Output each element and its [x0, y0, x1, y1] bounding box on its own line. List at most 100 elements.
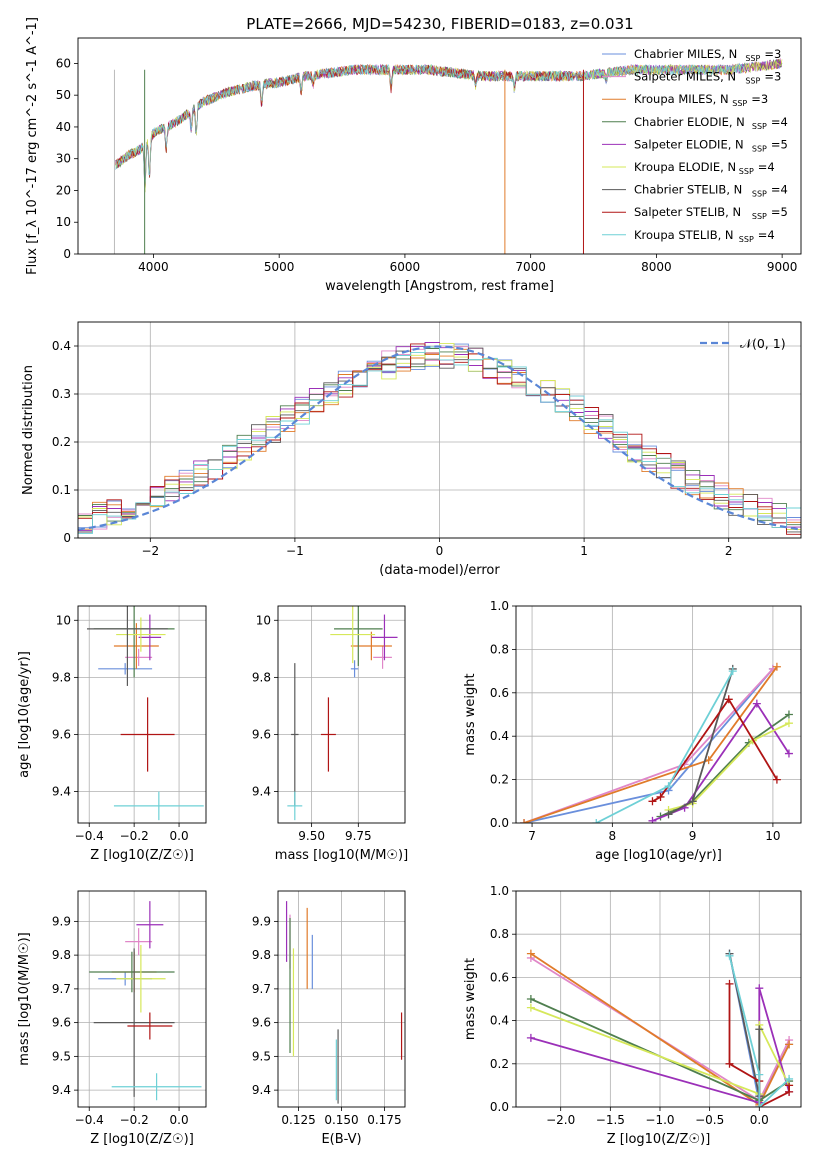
x-tick-label: 9000 — [767, 260, 798, 274]
x-tick-label: −1.5 — [596, 1113, 625, 1127]
weight-line-kroupa-stelib — [595, 670, 734, 823]
y-tick-label: 0 — [63, 247, 71, 261]
x-axis-label: Z [log10(Z/Z☉)] — [607, 1132, 711, 1147]
weight-line-chabrier-miles — [523, 668, 774, 823]
weight-line-salpeter-elodie — [652, 701, 790, 822]
error-bars — [285, 901, 403, 1104]
legend-label: Kroupa MILES, N — [634, 92, 729, 106]
y-tick-label: 50 — [56, 88, 71, 102]
legend-label: Salpeter STELIB, N — [634, 205, 741, 219]
weight-line-salpeter-stelib — [652, 697, 778, 803]
y-tick-label: 9.5 — [252, 1049, 271, 1063]
y-tick-label: 0.8 — [490, 927, 509, 941]
x-axis-label: wavelength [Angstrom, rest frame] — [325, 279, 554, 294]
x-tick-label: 8000 — [641, 260, 672, 274]
y-tick-label: 9.4 — [52, 785, 71, 799]
weight-line-kroupa-miles — [523, 666, 778, 823]
y-tick-label: 10 — [56, 613, 71, 627]
y-tick-label: 0.4 — [52, 339, 71, 353]
weight-marker — [784, 719, 793, 728]
error-bars — [89, 901, 202, 1101]
legend-sub: SSP — [752, 144, 767, 153]
y-tick-label: 9.6 — [252, 1016, 271, 1030]
x-axis-label: (data-model)/error — [379, 563, 500, 578]
y-tick-label: 0 — [63, 531, 71, 545]
weight-marker — [648, 797, 657, 806]
legend-label: Chabrier ELODIE, N — [634, 115, 745, 129]
weight-line-kroupa-stelib — [728, 955, 790, 1107]
legend-value: =3 — [764, 47, 781, 61]
y-tick-label: 0.4 — [490, 729, 509, 743]
y-tick-label: 0.0 — [490, 816, 509, 830]
weight-marker — [755, 1025, 764, 1034]
weight-marker — [520, 819, 529, 823]
weight-marker — [784, 710, 793, 719]
weight-marker — [592, 819, 601, 823]
x-tick-label: 0.150 — [324, 1113, 358, 1127]
y-tick-label: 0.8 — [490, 642, 509, 656]
x-tick-label: 10 — [765, 829, 780, 843]
weight-marker — [664, 810, 673, 819]
weight-lines — [526, 949, 794, 1107]
legend-value: =4 — [758, 228, 775, 242]
x-tick-label: −2.0 — [546, 1113, 575, 1127]
spectrum-line-kroupa-elodie — [115, 59, 783, 193]
y-tick-label: 9.6 — [252, 727, 271, 741]
weight-marker — [724, 695, 733, 704]
x-axis-label: age [log10(age/yr)] — [595, 848, 722, 863]
legend-label: Salpeter MILES, N — [634, 70, 736, 84]
figure-title: PLATE=2666, MJD=54230, FIBERID=0183, z=0… — [246, 15, 633, 33]
x-tick-label: 1 — [580, 544, 588, 558]
weight-marker — [725, 1059, 734, 1068]
x-tick-label: 7 — [528, 829, 536, 843]
x-tick-label: −0.4 — [75, 829, 104, 843]
weight-marker — [725, 951, 734, 960]
y-tick-label: 9.9 — [52, 914, 71, 928]
x-tick-label: 9.75 — [345, 829, 372, 843]
axes-frame — [77, 37, 802, 255]
legend-label: Chabrier MILES, N — [634, 47, 737, 61]
legend-value: =5 — [771, 205, 788, 219]
weight-marker — [755, 1070, 764, 1079]
spectrum-legend: Chabrier MILES, N SSP =3 Salpeter MILES, N S… — [602, 47, 788, 244]
axes-frame — [77, 321, 802, 539]
y-tick-label: 0.6 — [490, 970, 509, 984]
weight-marker — [526, 995, 535, 1003]
weight-marker — [785, 1074, 794, 1083]
spectrum-line-kroupa-stelib — [115, 63, 745, 184]
y-tick-label: 30 — [56, 152, 71, 166]
legend-value: =4 — [771, 183, 788, 197]
y-tick-label: 9.9 — [252, 914, 271, 928]
x-tick-label: 9 — [689, 829, 697, 843]
mass-weight-vs-Z-panel: −2.0 −1.5 −1.0 −0.5 0.0 0.0 0.2 0.4 0.6 0.8 1.0 Z [… — [463, 884, 802, 1147]
spectrum-panel: 4000 5000 6000 7000 8000 9000 0 10 20 30 40 50 60 wav… — [25, 17, 802, 294]
axes-frame — [515, 890, 802, 1108]
x-tick-label: 9.50 — [298, 829, 325, 843]
x-tick-label: −0.5 — [695, 1113, 724, 1127]
legend-value: =4 — [758, 160, 775, 174]
legend-label: Chabrier STELIB, N — [634, 183, 742, 197]
y-tick-label: 9.4 — [252, 1083, 271, 1097]
error-bars — [287, 606, 398, 821]
weight-marker — [526, 949, 535, 958]
x-tick-label: 5000 — [264, 260, 295, 274]
y-tick-label: 0.2 — [490, 773, 509, 787]
x-tick-label: 0.0 — [170, 829, 189, 843]
x-tick-label: −0.2 — [120, 1113, 149, 1127]
x-tick-label: 0.125 — [281, 1113, 315, 1127]
legend-value: =5 — [771, 137, 788, 151]
weight-marker — [664, 782, 673, 791]
legend-label: Kroupa ELODIE, N — [634, 160, 736, 174]
age-vs-mass-panel: 9.50 9.75 9.4 9.6 9.8 10 mass [log10(M/M☉)] — [252, 605, 408, 863]
y-tick-label: 0.4 — [490, 1014, 509, 1028]
weight-marker — [752, 699, 761, 708]
y-tick-label: 9.8 — [252, 948, 271, 962]
y-tick-label: 1.0 — [490, 599, 509, 613]
y-tick-label: 0.1 — [52, 483, 71, 497]
weight-marker — [785, 1040, 794, 1049]
x-axis-label: E(B-V) — [321, 1132, 361, 1147]
legend-value: =3 — [764, 70, 781, 84]
gaussian-curve — [78, 345, 799, 531]
x-tick-label: −2 — [141, 544, 159, 558]
